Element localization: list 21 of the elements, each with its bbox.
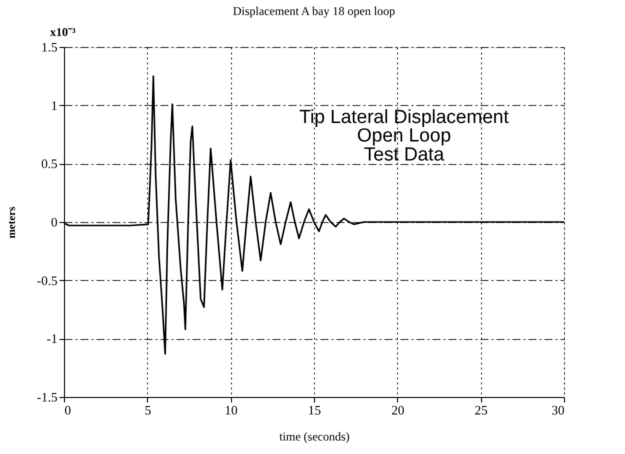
y-tick-label: -0.5: [36, 272, 58, 288]
x-tick-label: 15: [308, 402, 321, 418]
x-tick-label: 25: [474, 402, 488, 418]
x-axis-title: time (seconds): [279, 430, 350, 444]
y-tick-label: 1.5: [41, 40, 58, 54]
text: x10⁻³: [50, 25, 76, 39]
x-tick-label: 30: [552, 402, 564, 418]
x-tick-label: 20: [391, 402, 404, 418]
x-tick-label: 0: [64, 402, 71, 418]
chart-title: Displacement A bay 18 open loop: [232, 4, 396, 18]
annotation: Tip Lateral Displacement: [299, 107, 510, 128]
y-axis-title: meters: [6, 206, 18, 238]
y-tick-label: 1: [51, 98, 58, 113]
y-tick-label: -1.5: [36, 390, 58, 404]
y-tick-label: -1: [46, 331, 58, 346]
x-tick-label: 5: [144, 402, 152, 418]
y-tick-label: 0: [51, 214, 58, 230]
x-tick-label: 10: [224, 402, 238, 418]
annotation: Open Loop: [356, 126, 452, 147]
y-tick-label: 0.5: [41, 156, 58, 172]
annotation: Test Data: [364, 144, 445, 166]
